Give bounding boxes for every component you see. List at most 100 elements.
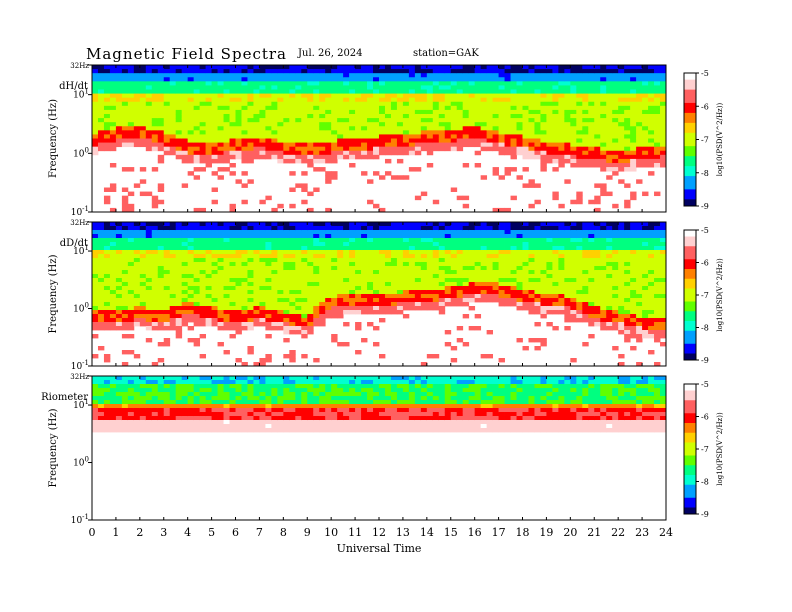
spectrogram-cell bbox=[498, 270, 505, 275]
spectrogram-cell bbox=[271, 122, 278, 127]
spectrogram-cell bbox=[199, 270, 207, 275]
spectrogram-cell bbox=[379, 222, 386, 227]
spectrogram-cell bbox=[636, 254, 643, 259]
spectrogram-cell bbox=[319, 101, 326, 107]
spectrogram-cell bbox=[92, 294, 99, 299]
spectrogram-cell bbox=[139, 118, 147, 123]
spectrogram-cell bbox=[636, 73, 643, 78]
spectrogram-cell bbox=[277, 97, 284, 103]
spectrogram-cell bbox=[229, 238, 236, 243]
spectrogram-cell bbox=[444, 118, 452, 123]
spectrogram-cell bbox=[157, 238, 165, 243]
spectrogram-cell bbox=[331, 81, 338, 86]
spectrogram-cell bbox=[181, 274, 189, 279]
spectrogram-cell bbox=[379, 207, 386, 213]
spectrogram-cell bbox=[474, 286, 482, 291]
spectrogram-cell bbox=[349, 270, 356, 275]
spectrogram-cell bbox=[301, 238, 308, 243]
spectrogram-cell bbox=[247, 77, 254, 82]
spectrogram-cell bbox=[402, 85, 410, 90]
spectrogram-cell bbox=[636, 234, 643, 239]
spectrogram-cell bbox=[660, 154, 667, 160]
spectrogram-cell bbox=[235, 322, 242, 327]
spectrogram-cell bbox=[295, 246, 302, 251]
spectrogram-cell bbox=[654, 130, 661, 135]
spectrogram-cell bbox=[402, 126, 410, 131]
spectrogram-cell bbox=[618, 73, 625, 78]
spectrogram-cell bbox=[486, 73, 494, 78]
spectrogram-cell bbox=[193, 222, 201, 227]
spectrogram-cell bbox=[145, 85, 153, 90]
spectrogram-cell bbox=[648, 126, 655, 131]
spectrogram-cell bbox=[157, 73, 165, 78]
spectrogram-cell bbox=[295, 234, 302, 239]
spectrogram-cell bbox=[468, 258, 476, 263]
spectrogram-cell bbox=[648, 294, 655, 299]
spectrogram-cell bbox=[576, 294, 583, 299]
spectrogram-cell bbox=[606, 282, 613, 287]
spectrogram-cell bbox=[169, 262, 177, 267]
spectrogram-cell bbox=[624, 314, 631, 319]
spectrogram-cell bbox=[241, 134, 248, 139]
spectrogram-cell bbox=[217, 73, 224, 78]
spectrogram-cell bbox=[450, 302, 458, 307]
spectrogram-cell bbox=[151, 302, 159, 307]
spectrogram-cell bbox=[169, 246, 177, 251]
spectrogram-cell bbox=[594, 246, 601, 251]
spectrogram-cell bbox=[612, 286, 619, 291]
spectrogram-cell bbox=[588, 254, 595, 259]
spectrogram-cell bbox=[157, 242, 165, 247]
spectrogram-cell bbox=[181, 290, 189, 295]
spectrogram-cell bbox=[211, 85, 218, 90]
spectrogram-cell bbox=[408, 270, 416, 275]
spectrogram-cell bbox=[259, 306, 266, 311]
spectrogram-cell bbox=[277, 85, 284, 90]
spectrogram-cell bbox=[373, 171, 380, 176]
spectrogram-cell bbox=[199, 69, 207, 74]
spectrogram-cell bbox=[642, 93, 649, 99]
spectrogram-cell bbox=[396, 302, 404, 307]
spectrogram-cell bbox=[486, 114, 494, 119]
spectrogram-cell bbox=[349, 278, 356, 283]
spectrogram-cell bbox=[636, 138, 643, 143]
spectrogram-cell bbox=[480, 81, 488, 86]
spectrogram-cell bbox=[612, 146, 619, 152]
spectrogram-cell bbox=[582, 254, 589, 259]
spectrogram-cell bbox=[361, 234, 368, 239]
spectrogram-cell bbox=[618, 97, 625, 103]
spectrogram-cell bbox=[474, 97, 482, 103]
spectrogram-cell bbox=[642, 191, 649, 197]
spectrogram-cell bbox=[516, 175, 523, 180]
spectrogram-cell bbox=[654, 306, 661, 311]
spectrogram-cell bbox=[92, 250, 99, 255]
spectrogram-cell bbox=[187, 242, 195, 247]
spectrogram-cell bbox=[157, 222, 165, 227]
spectrogram-cell bbox=[241, 154, 248, 160]
spectrogram-cell bbox=[624, 89, 631, 94]
spectrogram-cell bbox=[504, 122, 511, 127]
spectrogram-cell bbox=[552, 142, 559, 148]
spectrogram-cell bbox=[373, 282, 380, 287]
spectrogram-cell bbox=[540, 158, 547, 164]
spectrogram-cell bbox=[546, 146, 553, 152]
spectrogram-cell bbox=[367, 222, 374, 227]
spectrogram-cell bbox=[390, 118, 398, 123]
spectrogram-cell bbox=[289, 126, 296, 131]
spectrogram-cell bbox=[97, 77, 105, 82]
spectrogram-cell bbox=[217, 126, 224, 131]
spectrogram-cell bbox=[97, 262, 105, 267]
spectrogram-cell bbox=[462, 298, 470, 303]
spectrogram-cell bbox=[534, 230, 541, 235]
spectrogram-cell bbox=[325, 282, 332, 287]
spectrogram-cell bbox=[414, 230, 422, 235]
spectrogram-cell bbox=[187, 69, 195, 74]
spectrogram-cell bbox=[456, 246, 464, 251]
spectrogram-cell bbox=[367, 294, 374, 299]
spectrogram-cell bbox=[211, 105, 218, 111]
spectrogram-cell bbox=[408, 85, 416, 90]
spectrogram-cell bbox=[654, 65, 661, 70]
spectrogram-cell bbox=[582, 278, 589, 283]
spectrogram-cell bbox=[331, 226, 338, 231]
spectrogram-cell bbox=[241, 286, 248, 291]
spectrogram-cell bbox=[390, 238, 398, 243]
